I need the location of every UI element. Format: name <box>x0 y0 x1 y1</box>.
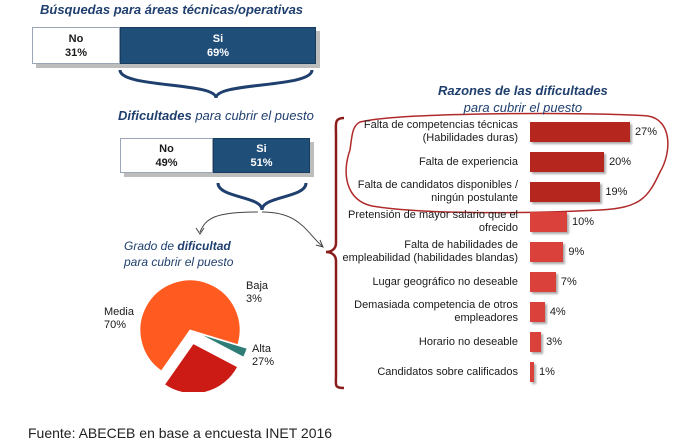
pie-label-baja-value: 3% <box>246 293 262 305</box>
busquedas-no-label: No <box>68 32 84 45</box>
arrow-to-reasons <box>261 211 323 247</box>
reasons-title-bold: Razones de las dificultades <box>438 83 608 98</box>
reason-label: Falta de habilidades de empleabilidad (ha… <box>342 239 518 264</box>
pie-label-alta-value: 27% <box>252 356 275 368</box>
dificultades-no-value: 49% <box>155 156 178 169</box>
pie-label-media: Media 70% <box>104 306 134 332</box>
pie-label-alta: Alta 27% <box>252 343 274 369</box>
pie-chart <box>139 279 248 392</box>
highlight-outline <box>345 112 669 214</box>
reason-bar <box>530 152 605 172</box>
arrow-to-pie <box>199 211 259 233</box>
pie-title-line1: Grado de <box>124 239 175 253</box>
reason-value: 7% <box>560 276 577 288</box>
pie-slice-alta <box>164 343 239 392</box>
source-note: Fuente: ABECEB en base a encuesta INET 2… <box>28 425 333 441</box>
pie-title-line2: para cubrir el puesto <box>124 255 234 269</box>
reason-label: Falta de candidatos disponibles / ningún … <box>357 179 518 204</box>
reason-bar <box>530 332 542 352</box>
dificultades-title-rest: para cubrir el puesto <box>195 108 314 123</box>
reasons-title: Razones de las dificultades para cubrir … <box>438 82 608 116</box>
dificultades-si-value: 51% <box>250 156 273 169</box>
dificultades-title-bold: Dificultades <box>118 108 192 123</box>
pie-label-media-name: Media <box>104 306 134 318</box>
pie-slice-baja <box>199 333 248 358</box>
reason-label: Pretensión de mayor salario que el ofreci… <box>348 209 518 234</box>
reason-value: 9% <box>568 246 585 258</box>
busquedas-no-value: 31% <box>64 46 88 59</box>
busquedas-no-segment: No 31% <box>32 27 120 64</box>
reasons-chart: Falta de competencias técnicas (Habilidad… <box>340 118 690 388</box>
pie-slice-media <box>139 279 241 372</box>
arrow-to-reasons-head <box>315 239 324 248</box>
pie-label-media-value: 70% <box>104 319 127 331</box>
reason-bar <box>530 302 545 322</box>
reason-value: 10% <box>572 216 595 228</box>
pie-title: Grado de dificultad para cubrir el puest… <box>124 238 233 270</box>
reason-label: Horario no deseable <box>418 336 518 348</box>
reason-bar <box>530 272 556 292</box>
reason-value: 4% <box>549 306 566 318</box>
reasons-brace <box>325 116 345 390</box>
dificultades-title: Dificultades para cubrir el puesto <box>118 108 314 123</box>
pie-title-bold: dificultad <box>177 239 231 253</box>
reason-label: Lugar geográfico no deseable <box>372 276 518 288</box>
reason-value: 27% <box>635 126 658 138</box>
brace-top <box>118 69 314 99</box>
reason-bar <box>530 362 534 382</box>
reason-value: 20% <box>609 156 632 168</box>
pie-label-baja: Baja 3% <box>246 280 268 306</box>
dificultades-si-label: Si <box>256 142 267 155</box>
pie-label-alta-name: Alta <box>252 343 271 355</box>
dificultades-no-label: No <box>159 142 174 155</box>
reason-bar <box>530 122 630 142</box>
busquedas-si-value: 69% <box>206 46 230 59</box>
busquedas-title: Búsquedas para áreas técnicas/operativas <box>40 2 303 17</box>
dificultades-si-segment: Si 51% <box>213 138 310 173</box>
busquedas-si-segment: Si 69% <box>120 27 316 64</box>
brace-middle <box>216 182 308 211</box>
reason-value: 19% <box>605 186 628 198</box>
reasons-title-sub: para cubrir el puesto <box>463 100 583 115</box>
reason-value: 1% <box>539 366 555 378</box>
reason-label: Candidatos sobre calificados <box>377 366 518 378</box>
reason-label: Falta de experiencia <box>418 156 518 168</box>
reason-label: Demasiada competencia de otros empleadore… <box>354 299 518 324</box>
reason-bar <box>530 242 564 262</box>
pie-label-baja-name: Baja <box>246 280 269 292</box>
dificultades-no-segment: No 49% <box>120 138 213 173</box>
reason-bar <box>530 182 601 202</box>
reason-label: Falta de competencias técnicas (Habilidad… <box>363 119 518 144</box>
reason-bar <box>530 212 568 232</box>
reason-value: 3% <box>546 336 563 348</box>
busquedas-si-label: Si <box>212 32 224 45</box>
busquedas-title-bold: Búsquedas <box>40 2 111 17</box>
arrow-to-pie-head <box>195 227 205 235</box>
busquedas-title-rest: para áreas técnicas/operativas <box>113 2 304 17</box>
